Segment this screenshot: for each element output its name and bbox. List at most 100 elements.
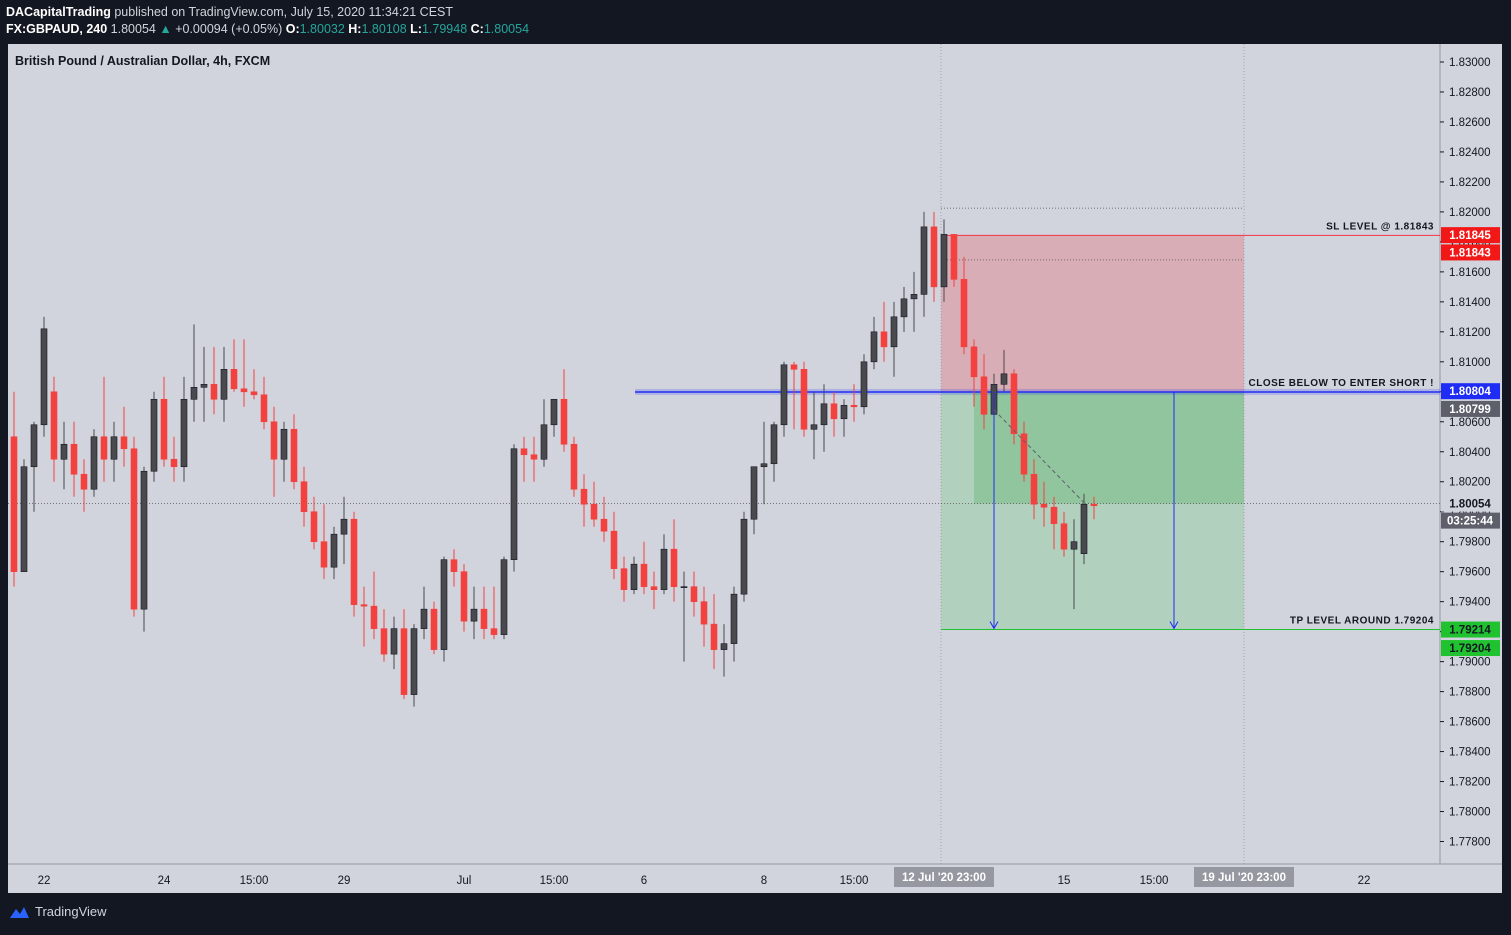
- candle[interactable]: [180, 376, 188, 482]
- candle[interactable]: [20, 459, 28, 572]
- candle[interactable]: [310, 496, 318, 550]
- candle[interactable]: [330, 526, 338, 580]
- candle[interactable]: [130, 436, 138, 617]
- candle[interactable]: [150, 391, 158, 482]
- candle[interactable]: [690, 571, 698, 617]
- candle[interactable]: [900, 286, 908, 332]
- candle[interactable]: [220, 346, 228, 422]
- candle[interactable]: [90, 429, 98, 497]
- candle[interactable]: [380, 609, 388, 662]
- candle[interactable]: [390, 616, 398, 670]
- candle[interactable]: [710, 594, 718, 670]
- candle[interactable]: [30, 421, 38, 512]
- candle[interactable]: [140, 466, 148, 632]
- candle[interactable]: [830, 391, 838, 437]
- candle[interactable]: [250, 369, 258, 400]
- symbol-label[interactable]: FX:GBPAUD, 240: [6, 22, 108, 36]
- candle[interactable]: [800, 361, 808, 437]
- candle[interactable]: [170, 436, 178, 482]
- candle[interactable]: [570, 436, 578, 497]
- candle[interactable]: [740, 511, 748, 602]
- candle[interactable]: [590, 481, 598, 527]
- candle[interactable]: [350, 511, 358, 617]
- candle[interactable]: [680, 571, 688, 662]
- candle[interactable]: [540, 399, 548, 467]
- candle[interactable]: [920, 211, 928, 317]
- candle[interactable]: [40, 316, 48, 437]
- candle[interactable]: [10, 391, 18, 587]
- candle[interactable]: [1050, 496, 1058, 550]
- candle[interactable]: [660, 534, 668, 595]
- candle[interactable]: [960, 256, 968, 355]
- candle[interactable]: [640, 541, 648, 595]
- candle[interactable]: [1010, 369, 1018, 445]
- candle[interactable]: [670, 519, 678, 602]
- candle[interactable]: [520, 436, 528, 482]
- candle[interactable]: [110, 421, 118, 482]
- price-axis[interactable]: [1440, 44, 1502, 864]
- candle[interactable]: [1090, 496, 1098, 520]
- candle[interactable]: [850, 384, 858, 422]
- candle[interactable]: [810, 391, 818, 460]
- candle[interactable]: [510, 444, 518, 572]
- candle[interactable]: [600, 496, 608, 542]
- candle[interactable]: [200, 346, 208, 422]
- candle[interactable]: [890, 301, 898, 377]
- candle[interactable]: [760, 421, 768, 505]
- candle[interactable]: [50, 376, 58, 482]
- candle[interactable]: [1070, 519, 1078, 610]
- candle[interactable]: [70, 421, 78, 497]
- candle[interactable]: [780, 361, 788, 437]
- candle[interactable]: [410, 624, 418, 707]
- candle[interactable]: [320, 504, 328, 580]
- plot-background[interactable]: [8, 44, 1440, 864]
- candle[interactable]: [100, 376, 108, 482]
- candle[interactable]: [530, 436, 538, 482]
- candle[interactable]: [980, 354, 988, 430]
- candle[interactable]: [860, 354, 868, 415]
- candle[interactable]: [430, 601, 438, 655]
- candle[interactable]: [210, 346, 218, 415]
- candle[interactable]: [240, 339, 248, 407]
- candle[interactable]: [620, 556, 628, 602]
- candle[interactable]: [700, 586, 708, 647]
- candle[interactable]: [80, 459, 88, 512]
- candle[interactable]: [750, 466, 758, 535]
- candle[interactable]: [280, 421, 288, 482]
- candle[interactable]: [910, 271, 918, 332]
- candle[interactable]: [120, 406, 128, 467]
- candle[interactable]: [940, 219, 948, 302]
- candle[interactable]: [230, 339, 238, 392]
- candle[interactable]: [360, 586, 368, 647]
- candle[interactable]: [770, 421, 778, 482]
- candle[interactable]: [610, 511, 618, 580]
- take-profit-zone[interactable]: [941, 391, 1244, 630]
- candle[interactable]: [440, 556, 448, 662]
- candle[interactable]: [730, 586, 738, 662]
- candle[interactable]: [630, 556, 638, 595]
- candle[interactable]: [1000, 349, 1008, 392]
- candle[interactable]: [870, 316, 878, 370]
- candle[interactable]: [370, 571, 378, 640]
- candle[interactable]: [190, 324, 198, 422]
- candle[interactable]: [340, 496, 348, 565]
- candle[interactable]: [790, 361, 798, 430]
- candle[interactable]: [500, 556, 508, 640]
- candle[interactable]: [580, 474, 588, 527]
- candle[interactable]: [460, 564, 468, 632]
- candle[interactable]: [60, 421, 68, 490]
- candle[interactable]: [550, 398, 558, 437]
- candle[interactable]: [400, 609, 408, 700]
- candle[interactable]: [420, 586, 428, 640]
- candle[interactable]: [950, 234, 958, 287]
- candle[interactable]: [470, 586, 478, 640]
- candle[interactable]: [880, 301, 888, 362]
- candle[interactable]: [270, 406, 278, 497]
- stop-loss-zone[interactable]: [941, 235, 1244, 392]
- candle[interactable]: [1030, 459, 1038, 520]
- candle[interactable]: [720, 624, 728, 677]
- candle[interactable]: [650, 571, 658, 610]
- candle[interactable]: [1040, 481, 1048, 527]
